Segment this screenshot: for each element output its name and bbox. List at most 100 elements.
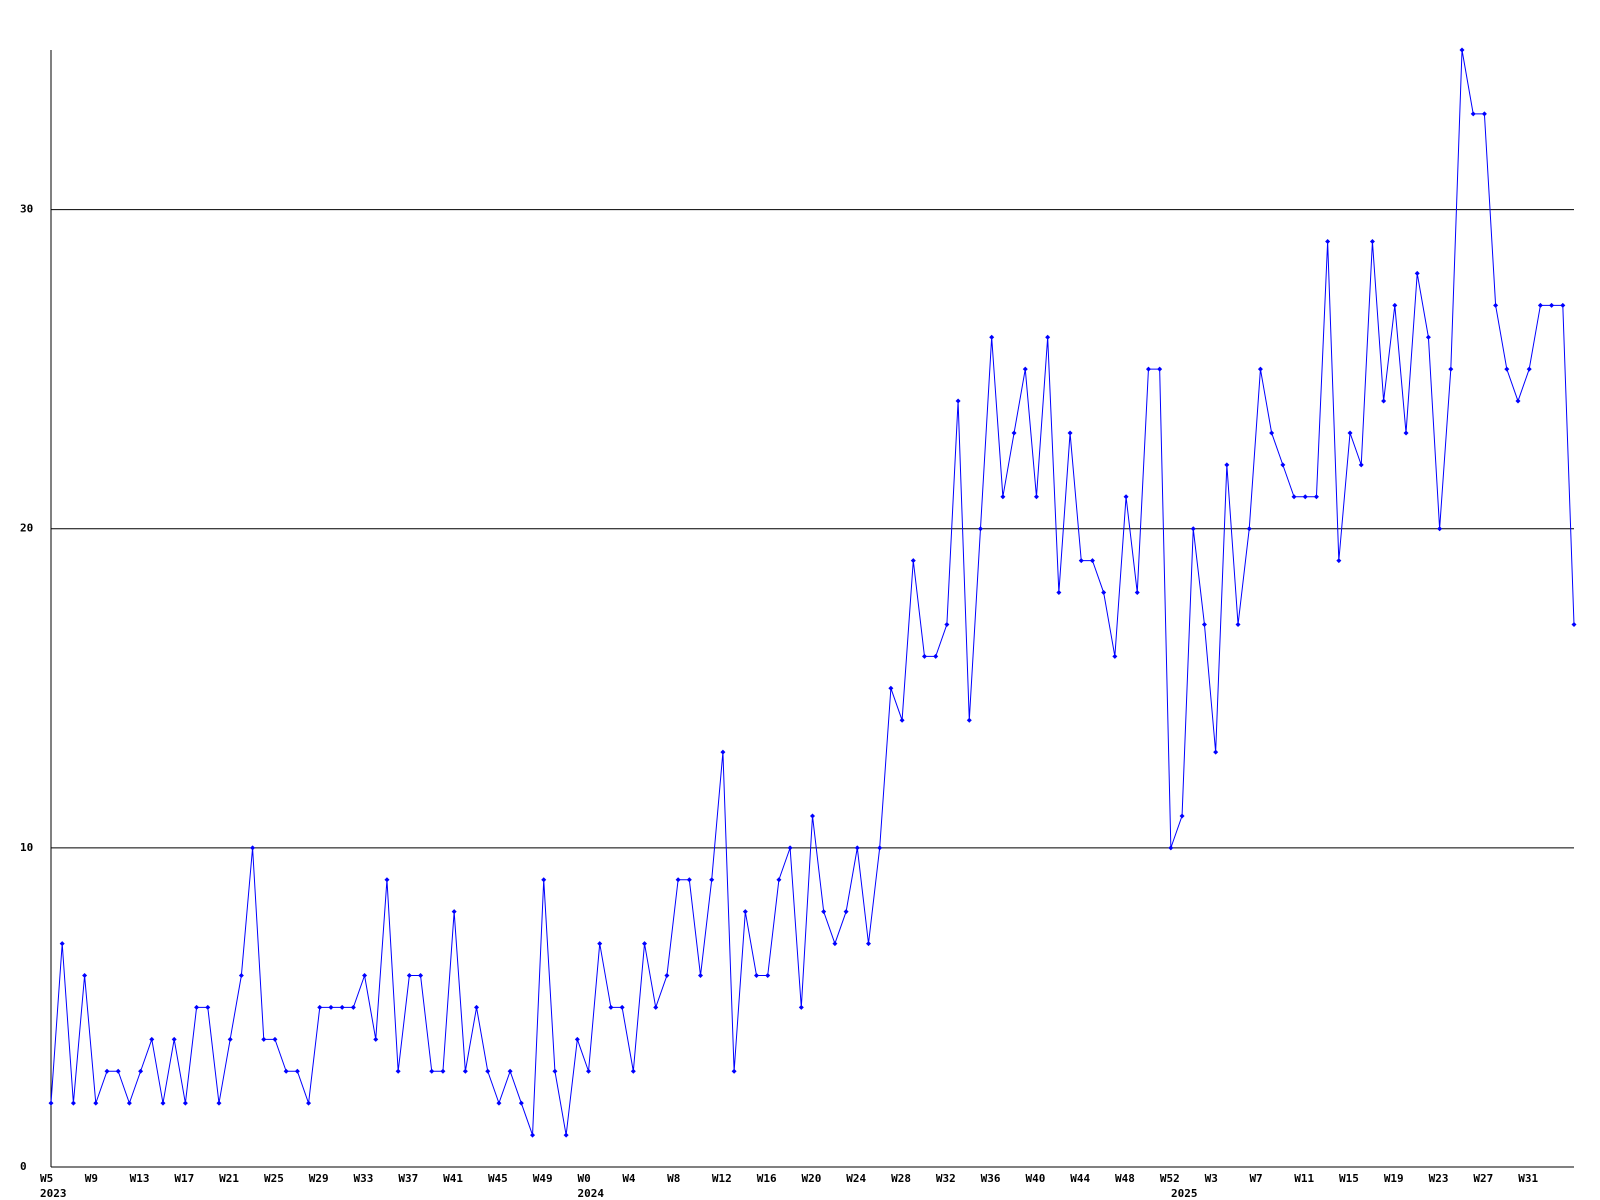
x-tick-label: W33 xyxy=(354,1172,374,1185)
data-point xyxy=(653,1004,659,1010)
data-point xyxy=(115,1068,121,1074)
data-point xyxy=(1448,366,1454,372)
x-tick-label: W31 xyxy=(1518,1172,1538,1185)
x-tick-label: W9 xyxy=(85,1172,98,1185)
data-point xyxy=(272,1036,278,1042)
x-tick-label: W25 xyxy=(264,1172,284,1185)
data-point xyxy=(93,1100,99,1106)
data-point xyxy=(944,621,950,627)
x-tick-label: W8 xyxy=(667,1172,680,1185)
data-point xyxy=(899,717,905,723)
data-point xyxy=(1101,590,1107,596)
data-point xyxy=(1179,813,1185,819)
data-point xyxy=(82,973,88,979)
data-point xyxy=(294,1068,300,1074)
data-point xyxy=(1145,366,1151,372)
data-point xyxy=(1369,238,1375,244)
x-tick-label: W24 xyxy=(846,1172,866,1185)
data-line xyxy=(50,49,1575,1136)
data-point xyxy=(104,1068,110,1074)
data-point xyxy=(742,909,748,915)
data-point xyxy=(843,909,849,915)
data-point xyxy=(1493,302,1499,308)
data-point xyxy=(216,1100,222,1106)
data-point xyxy=(933,653,939,659)
data-point xyxy=(194,1004,200,1010)
x-tick-label: W12 xyxy=(712,1172,732,1185)
data-point xyxy=(1504,366,1510,372)
data-point xyxy=(1224,462,1230,468)
data-point xyxy=(440,1068,446,1074)
y-tick-label: 0 xyxy=(20,1160,27,1173)
data-point xyxy=(1459,47,1465,53)
data-point xyxy=(317,1004,323,1010)
data-point xyxy=(1033,494,1039,500)
data-point xyxy=(451,909,457,915)
data-point xyxy=(709,877,715,883)
data-point xyxy=(406,973,412,979)
data-point xyxy=(1078,558,1084,564)
x-tick-label: W41 xyxy=(443,1172,463,1185)
data-point xyxy=(339,1004,345,1010)
x-year-label: 2025 xyxy=(1171,1187,1198,1200)
data-point xyxy=(1515,398,1521,404)
data-point xyxy=(474,1004,480,1010)
data-point xyxy=(1168,845,1174,851)
data-point xyxy=(989,334,995,340)
data-point xyxy=(787,845,793,851)
data-point xyxy=(1045,334,1051,340)
data-point xyxy=(250,845,256,851)
x-tick-label: W49 xyxy=(533,1172,553,1185)
data-point xyxy=(171,1036,177,1042)
data-point xyxy=(1190,526,1196,532)
x-tick-label: W5 xyxy=(40,1172,53,1185)
data-point xyxy=(798,1004,804,1010)
data-point xyxy=(541,877,547,883)
data-point xyxy=(1067,430,1073,436)
data-point xyxy=(597,941,603,947)
data-point xyxy=(1403,430,1409,436)
data-point xyxy=(1280,462,1286,468)
data-point xyxy=(810,813,815,819)
data-point xyxy=(149,1036,155,1042)
x-tick-label: W45 xyxy=(488,1172,508,1185)
data-point xyxy=(977,526,983,532)
data-point xyxy=(731,1068,737,1074)
data-point xyxy=(1123,494,1129,500)
x-tick-label: W27 xyxy=(1473,1172,1493,1185)
data-point xyxy=(530,1132,536,1138)
data-point xyxy=(70,1100,76,1106)
data-point xyxy=(1392,302,1398,308)
data-point xyxy=(955,398,961,404)
data-point xyxy=(1481,111,1487,117)
data-point xyxy=(854,845,860,851)
x-tick-label: W29 xyxy=(309,1172,329,1185)
data-point xyxy=(586,1068,592,1074)
x-tick-label: W15 xyxy=(1339,1172,1359,1185)
x-tick-label: W21 xyxy=(219,1172,239,1185)
data-point xyxy=(395,1068,401,1074)
x-tick-label: W17 xyxy=(174,1172,194,1185)
data-point xyxy=(1313,494,1319,500)
data-point xyxy=(1470,111,1476,117)
data-point xyxy=(59,941,65,947)
data-point xyxy=(238,973,244,979)
data-point xyxy=(776,877,782,883)
data-point xyxy=(966,717,972,723)
data-point xyxy=(1269,430,1275,436)
data-point xyxy=(1291,494,1297,500)
data-point xyxy=(1571,621,1577,627)
data-point xyxy=(608,1004,614,1010)
data-point xyxy=(227,1036,233,1042)
data-point xyxy=(563,1132,569,1138)
x-tick-label: W16 xyxy=(757,1172,777,1185)
data-point xyxy=(1526,366,1532,372)
data-point xyxy=(1549,302,1555,308)
x-tick-label: W23 xyxy=(1429,1172,1449,1185)
data-point xyxy=(910,558,916,564)
data-point xyxy=(1011,430,1017,436)
data-point xyxy=(877,845,883,851)
data-point xyxy=(1414,270,1420,276)
